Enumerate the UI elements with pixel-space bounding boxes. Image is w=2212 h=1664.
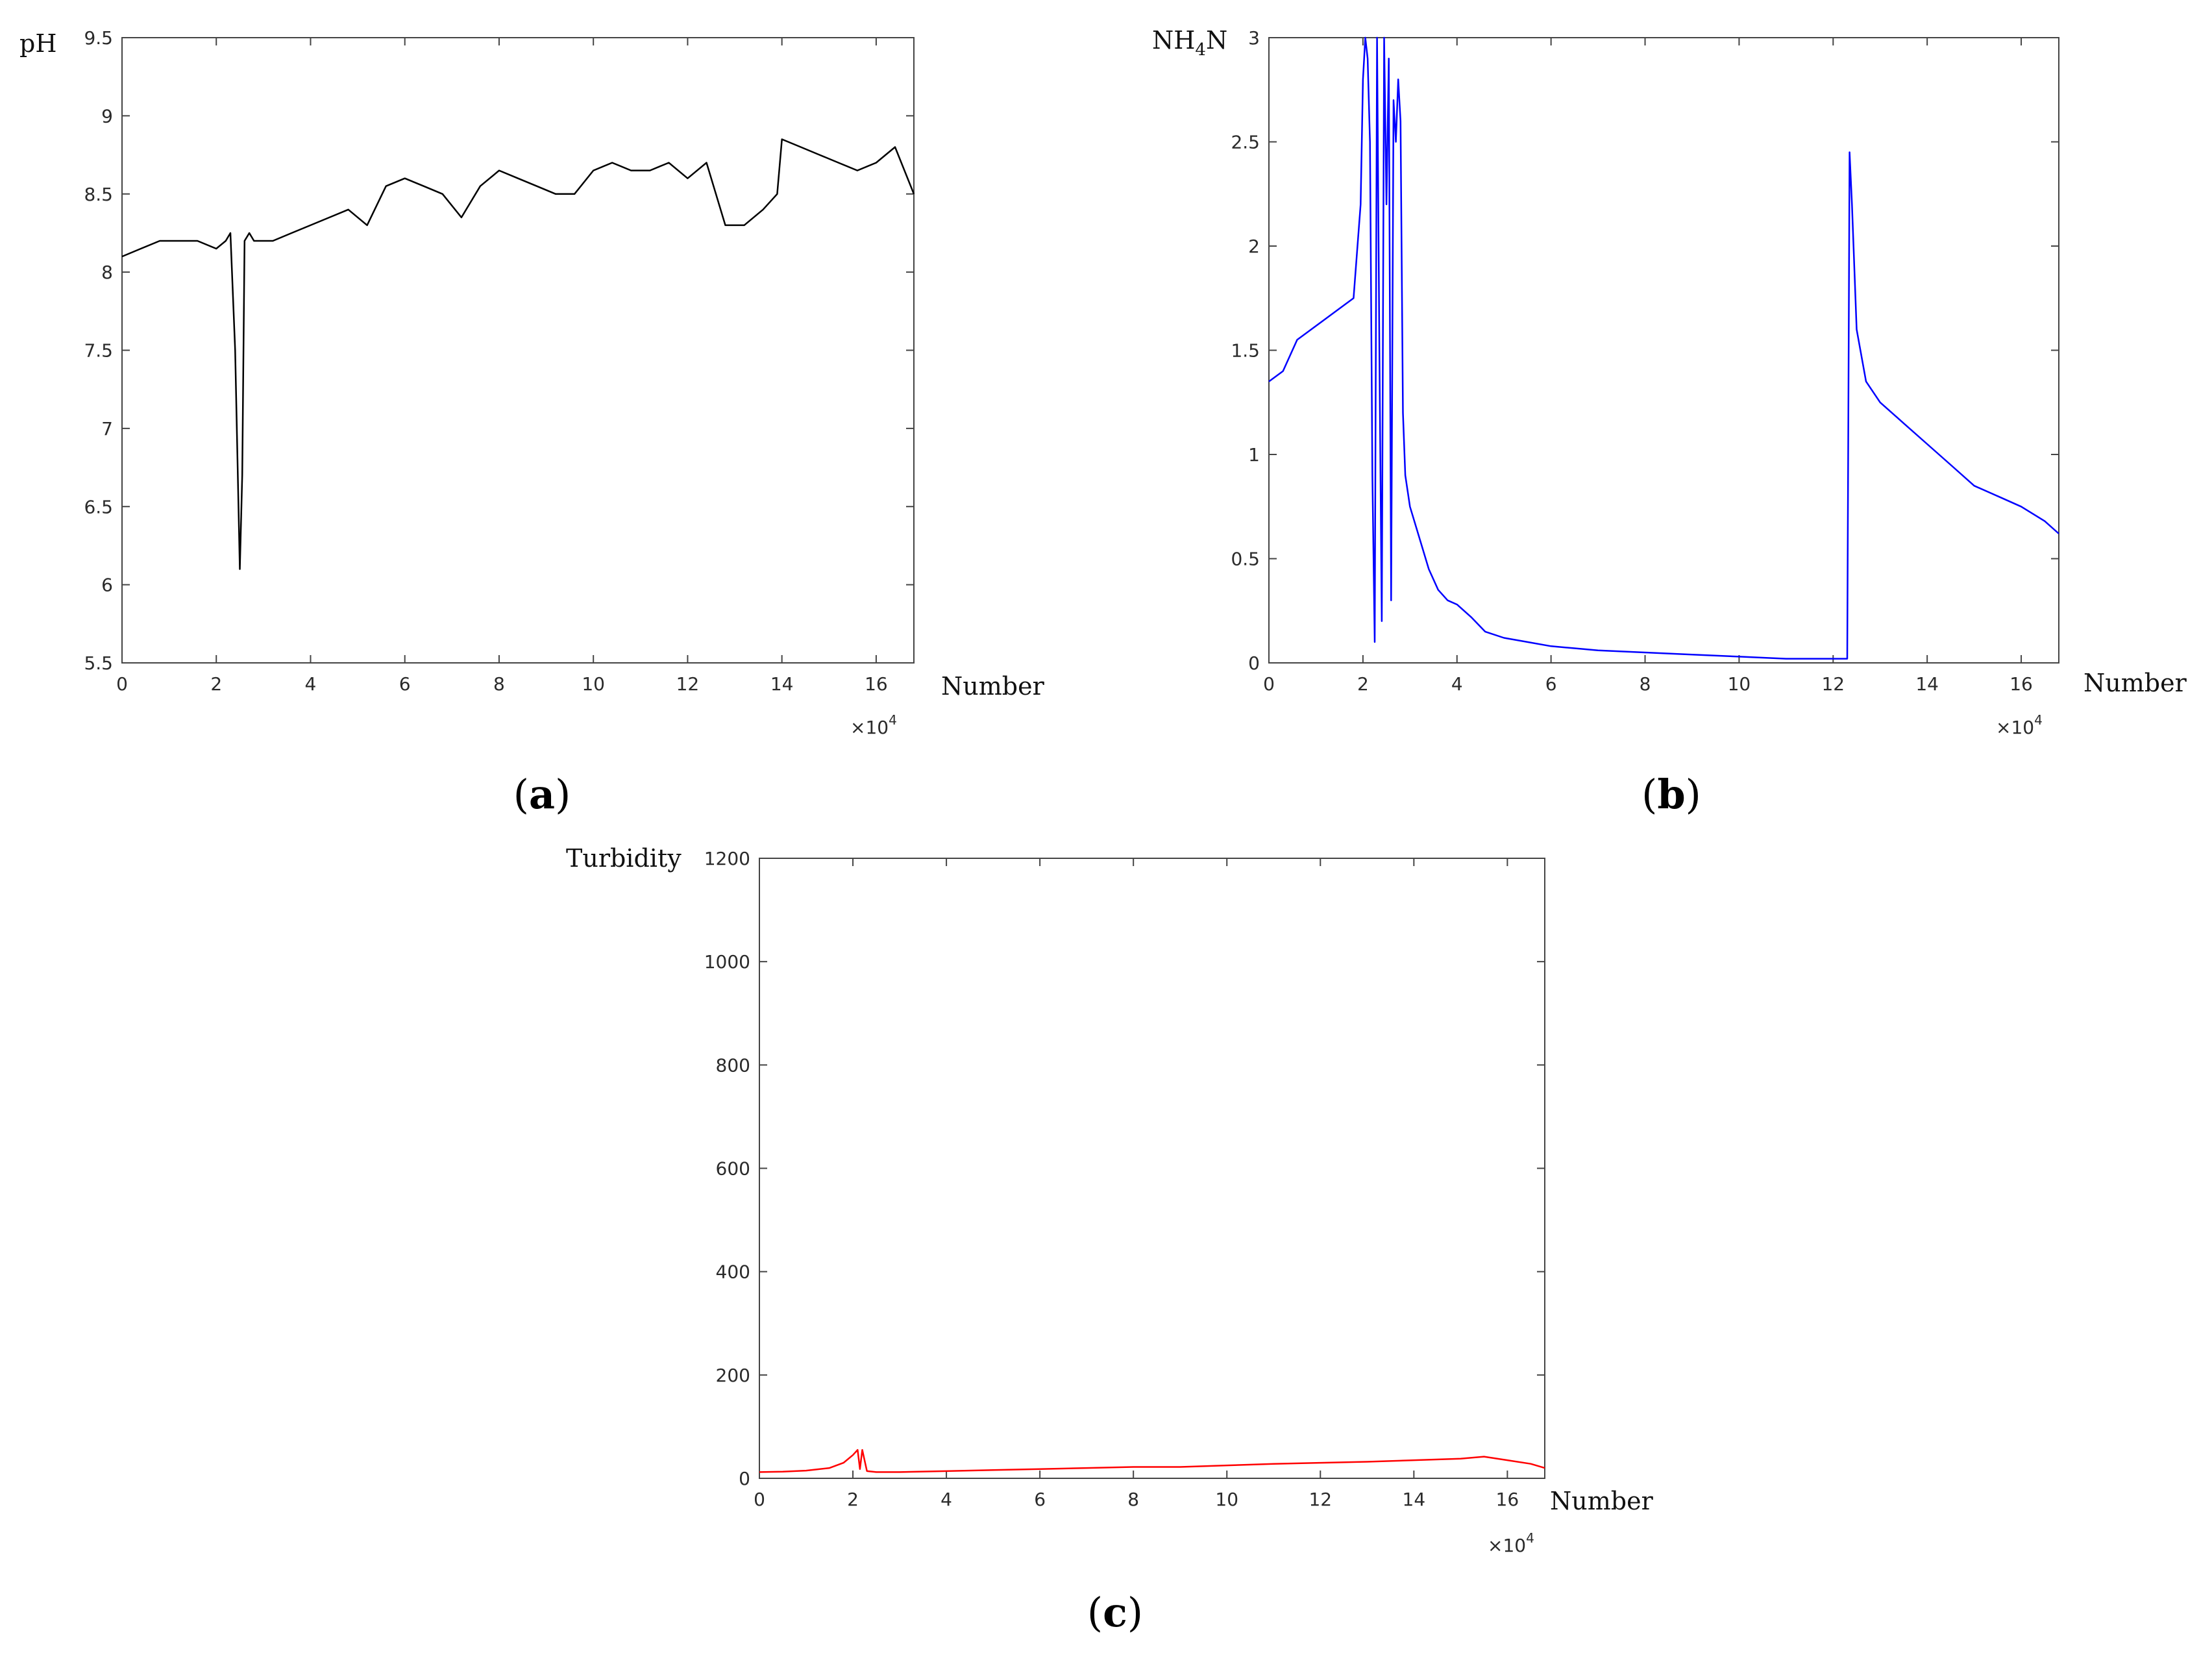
x-tick-label: 10 [1215,1489,1238,1510]
x-tick-label: 0 [116,673,128,695]
ph-x-multiplier: ×104 [850,712,897,738]
turbidity-ticks: 0 2 4 6 8 10 12 14 16 0 200 400 600 800 1000 1200 [704,848,1545,1510]
x-tick-label: 0 [1263,673,1275,695]
x-tick-label: 6 [399,673,411,695]
turbidity-plot-frame [759,858,1545,1479]
y-tick-label: 200 [716,1365,750,1386]
y-tick-label: 5.5 [84,652,113,674]
y-tick-label: 8 [101,262,113,283]
x-tick-label: 16 [865,673,888,695]
x-tick-label: 14 [770,673,794,695]
y-tick-label: 1 [1248,444,1260,466]
x-tick-label: 2 [1357,673,1369,695]
x-tick-label: 10 [582,673,605,695]
turbidity-y-axis-label: Turbidity [566,844,682,873]
y-tick-label: 6.5 [84,496,113,517]
y-tick-label: 7 [101,418,113,440]
y-tick-label: 7.5 [84,340,113,362]
x-tick-label: 14 [1915,673,1939,695]
x-tick-label: 4 [305,673,317,695]
y-tick-label: 0.5 [1231,549,1260,570]
x-tick-label: 14 [1403,1489,1426,1510]
y-tick-label: 3 [1248,27,1260,49]
y-tick-label: 2.5 [1231,132,1260,153]
x-tick-label: 16 [2009,673,2033,695]
nh4n-x-axis-label: Number [2083,669,2187,697]
x-tick-label: 4 [940,1489,952,1510]
x-tick-label: 12 [1821,673,1845,695]
x-tick-label: 10 [1728,673,1751,695]
ph-y-axis-label: pH [19,29,56,58]
ph-chart: 0 2 4 6 8 10 12 14 16 5.5 6 6.5 7 7.5 8 8.5 9 9.5 pH Numb… [19,27,1045,818]
x-tick-label: 8 [1640,673,1651,695]
turbidity-x-multiplier: ×104 [1488,1530,1534,1556]
x-tick-label: 0 [754,1489,765,1510]
x-tick-label: 2 [210,673,222,695]
y-tick-label: 800 [716,1054,750,1076]
x-tick-label: 6 [1545,673,1557,695]
y-tick-label: 9 [101,105,113,127]
turbidity-series-line [759,1448,1545,1473]
x-tick-label: 12 [1309,1489,1332,1510]
y-tick-label: 9.5 [84,27,113,49]
y-tick-label: 400 [716,1261,750,1283]
panel-c-label: (c) [1087,1589,1143,1636]
nh4n-chart: 0 2 4 6 8 10 12 14 16 0 0.5 1 1.5 2 2.5 3 NH4N Number ×… [1152,26,2187,818]
turbidity-x-axis-label: Number [1550,1487,1654,1515]
ph-series-line [121,138,915,570]
y-tick-label: 1200 [704,848,750,869]
nh4n-series-line [1268,36,2059,660]
y-tick-label: 2 [1248,236,1260,257]
y-tick-label: 6 [101,575,113,596]
nh4n-y-axis-label: NH4N [1152,26,1227,60]
x-tick-label: 6 [1034,1489,1046,1510]
panel-a-label: (a) [513,771,571,818]
y-tick-label: 8.5 [84,184,113,205]
y-tick-label: 600 [716,1158,750,1180]
x-tick-label: 2 [847,1489,859,1510]
x-tick-label: 4 [1451,673,1463,695]
nh4n-ticks: 0 2 4 6 8 10 12 14 16 0 0.5 1 1.5 2 2.5 3 [1231,27,2059,695]
y-tick-label: 1000 [704,951,750,973]
turbidity-chart: 0 2 4 6 8 10 12 14 16 0 200 400 600 800 1000 1200 Turbi… [566,844,1654,1636]
y-tick-label: 0 [739,1468,750,1489]
x-tick-label: 8 [1127,1489,1139,1510]
ph-x-axis-label: Number [941,672,1045,701]
y-tick-label: 1.5 [1231,340,1260,362]
x-tick-label: 16 [1496,1489,1519,1510]
ph-ticks: 0 2 4 6 8 10 12 14 16 5.5 6 6.5 7 7.5 8 8.5 9 9.5 [84,27,914,695]
ph-plot-frame [121,37,915,664]
x-tick-label: 12 [676,673,700,695]
nh4n-x-multiplier: ×104 [1996,712,2043,738]
x-tick-label: 8 [493,673,505,695]
panel-b-label: (b) [1641,771,1701,818]
y-tick-label: 0 [1248,652,1260,674]
